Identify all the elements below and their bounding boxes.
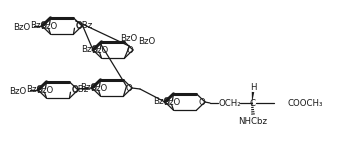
Text: NHCbz: NHCbz xyxy=(239,117,268,126)
Text: BzO: BzO xyxy=(120,34,137,43)
Text: O: O xyxy=(126,46,133,55)
Text: COOCH₃: COOCH₃ xyxy=(288,98,323,107)
Text: BzO: BzO xyxy=(30,21,48,30)
Text: BzO: BzO xyxy=(90,84,107,93)
Text: BzO: BzO xyxy=(9,86,26,95)
Text: OCH₂: OCH₂ xyxy=(219,98,242,107)
Text: BzO: BzO xyxy=(36,86,53,95)
Text: BzO: BzO xyxy=(40,22,57,31)
Polygon shape xyxy=(252,92,254,103)
Text: BzO: BzO xyxy=(80,83,97,92)
Text: O: O xyxy=(198,98,205,107)
Text: C: C xyxy=(249,98,255,107)
Text: BzO: BzO xyxy=(91,46,108,55)
Text: O: O xyxy=(71,86,78,95)
Text: BzO: BzO xyxy=(163,98,180,107)
Text: BzO: BzO xyxy=(81,45,99,54)
Text: BzO: BzO xyxy=(26,85,44,94)
Text: O: O xyxy=(75,22,82,31)
Text: H: H xyxy=(250,83,256,93)
Text: BzO: BzO xyxy=(13,22,30,31)
Text: BzO: BzO xyxy=(153,97,170,106)
Text: O: O xyxy=(125,84,132,93)
Text: BzO: BzO xyxy=(139,37,156,46)
Text: OBz: OBz xyxy=(75,21,93,30)
Text: OBz: OBz xyxy=(71,85,89,94)
